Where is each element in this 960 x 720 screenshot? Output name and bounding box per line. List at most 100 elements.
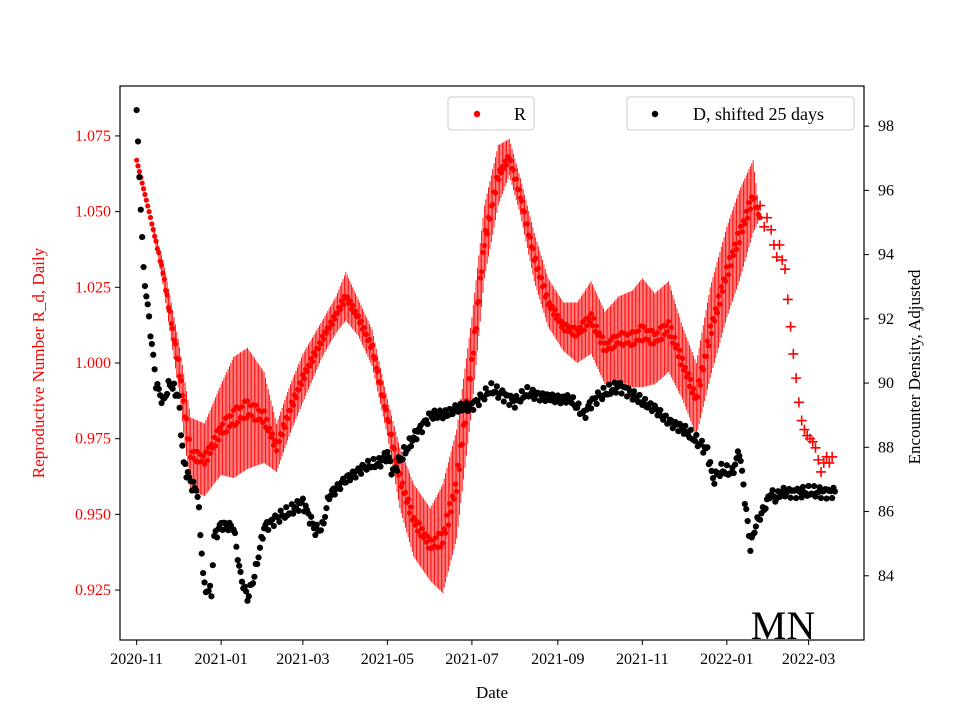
y-right-tick-label: 90 — [878, 375, 894, 392]
y-right-tick-label: 88 — [878, 439, 894, 456]
y-left-tick-label: 1.050 — [75, 204, 111, 221]
d-point — [352, 474, 359, 481]
d-point — [190, 478, 197, 485]
r-point — [140, 186, 147, 192]
x-tick-label: 2021-07 — [445, 651, 498, 668]
d-point — [313, 521, 320, 528]
d-point — [141, 282, 149, 290]
d-point — [205, 587, 212, 595]
d-point — [231, 529, 239, 537]
legend-r: R — [447, 96, 535, 131]
d-point — [143, 293, 150, 300]
d-point — [238, 578, 246, 585]
d-point — [201, 579, 208, 586]
r-point — [147, 214, 154, 221]
d-point — [475, 402, 482, 409]
d-point — [618, 390, 625, 397]
d-point — [145, 313, 153, 320]
r-point — [139, 180, 145, 186]
d-point — [682, 422, 689, 429]
x-tick-label: 2021-09 — [531, 651, 584, 668]
d-point — [744, 517, 751, 525]
x-tick-label: 2021-01 — [194, 651, 247, 668]
x-tick-label: 2022-01 — [700, 651, 753, 668]
d-point — [317, 527, 324, 534]
plot-frame — [119, 85, 865, 641]
d-point — [312, 531, 319, 539]
legend-r-box — [447, 96, 535, 131]
d-point — [769, 487, 776, 494]
d-point — [169, 385, 176, 392]
r-plus-marker — [827, 451, 838, 462]
d-point — [630, 388, 638, 395]
d-point — [233, 543, 240, 550]
d-point — [140, 263, 147, 271]
r-point — [135, 163, 141, 169]
d-point — [536, 397, 543, 404]
d-point — [575, 400, 582, 407]
d-point — [256, 544, 264, 551]
d-point — [698, 437, 705, 444]
d-point — [493, 383, 500, 390]
d-point — [148, 340, 155, 348]
d-point — [587, 405, 595, 412]
x-tick-label: 2021-03 — [276, 651, 329, 668]
y-left-tick-label: 0.975 — [75, 431, 111, 448]
d-point — [137, 206, 144, 213]
d-point — [277, 507, 284, 514]
r-plus-marker — [755, 200, 766, 211]
d-point — [154, 380, 161, 388]
y-right-tick-label: 92 — [878, 311, 894, 328]
d-point — [251, 573, 258, 580]
d-point — [308, 513, 315, 520]
d-point — [254, 561, 261, 568]
d-point — [418, 429, 426, 436]
d-point — [265, 526, 272, 534]
d-point — [700, 449, 707, 456]
d-point — [787, 494, 794, 501]
r-point — [142, 191, 148, 198]
d-point — [718, 460, 725, 467]
d-point — [464, 407, 471, 415]
d-point — [823, 495, 830, 502]
d-point — [158, 399, 165, 407]
d-point — [799, 483, 807, 491]
r-plus-marker — [796, 415, 807, 426]
d-point — [270, 522, 277, 530]
d-point — [743, 505, 750, 513]
d-point — [599, 396, 606, 403]
d-point — [829, 494, 836, 502]
d-point — [184, 468, 191, 476]
d-point — [155, 385, 162, 393]
d-point — [276, 518, 283, 525]
d-point — [711, 480, 718, 487]
d-point — [582, 414, 589, 422]
d-series-layer — [133, 106, 839, 604]
axes-layer: 2020-11 2021-01 2021-03 2021-05 2021-07 2021-… — [75, 118, 894, 668]
y-left-tick-label: 0.925 — [75, 582, 111, 599]
d-point — [193, 487, 200, 494]
d-point — [177, 432, 185, 439]
d-point — [331, 491, 338, 498]
d-point — [693, 431, 700, 439]
d-point — [636, 391, 643, 399]
d-point — [259, 535, 266, 542]
d-point — [176, 404, 183, 411]
d-point — [641, 395, 649, 403]
y-right-tick-label: 98 — [878, 118, 894, 135]
r-point — [134, 157, 140, 163]
d-point — [290, 510, 297, 517]
d-point — [506, 401, 513, 409]
d-point — [139, 233, 146, 241]
d-point — [249, 580, 257, 587]
r-plus-marker — [807, 436, 818, 447]
r-plus-marker — [774, 239, 785, 250]
d-point — [707, 458, 714, 466]
d-point — [164, 390, 171, 398]
state-annotation: MN — [751, 603, 815, 648]
d-point — [377, 463, 384, 470]
d-point — [569, 394, 577, 401]
d-point — [179, 442, 186, 449]
r-plus-marker — [777, 255, 788, 266]
d-point — [134, 138, 142, 145]
